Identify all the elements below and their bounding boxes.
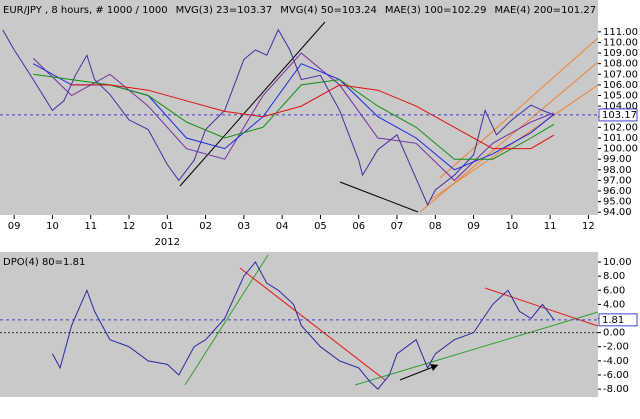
x-tick-label: 06 [352, 221, 365, 232]
last-value-box [598, 313, 638, 327]
y-tick-label: 97.00 [603, 175, 632, 186]
trend-line [179, 21, 326, 187]
series-line [33, 73, 555, 160]
arrow-head [430, 364, 438, 371]
series-line [2, 28, 555, 206]
legend-entry: MAE(3) 100=102.29 [385, 5, 487, 16]
y-tick-label: 10.00 [603, 257, 632, 268]
channel-line [439, 37, 599, 179]
y-tick-label: 105.00 [603, 91, 638, 102]
series-line [51, 261, 555, 390]
legend-entry: MVG(3) 23=103.37 [176, 5, 273, 16]
y-tick-label: 99.00 [603, 154, 632, 165]
x-tick-label: 10 [46, 221, 59, 232]
chart-title: EUR/JPY , 8 hours, # 1000 / 1000 [3, 5, 168, 16]
trend-line [239, 267, 386, 381]
y-tick-label: 94.00 [603, 207, 632, 218]
y-tick-label: 108.00 [603, 59, 638, 70]
legend-entry: MAE(4) 200=101.27 [494, 5, 596, 16]
y-tick-label: 102.00 [603, 122, 638, 133]
y-tick-label: 95.00 [603, 197, 632, 208]
y-tick-label: 106.00 [603, 80, 638, 91]
trend-line [339, 181, 419, 213]
x-tick-label: 01 [161, 221, 174, 232]
y-tick-label: 111.00 [603, 27, 638, 38]
y-tick-label: -4.00 [603, 356, 629, 367]
x-tick-label: 12 [582, 221, 595, 232]
y-tick-label: -2.00 [603, 342, 629, 353]
indicator-panel [0, 252, 598, 397]
x-tick-label: 10 [505, 221, 518, 232]
x-tick-label: 05 [314, 221, 327, 232]
y-tick-label: 8.00 [603, 271, 625, 282]
trend-line [354, 311, 599, 386]
trend-line [184, 254, 269, 386]
y-tick-label: 100.00 [603, 144, 638, 155]
last-value-label: 1.81 [602, 315, 624, 326]
x-tick-label: 04 [276, 221, 289, 232]
x-tick-label: 07 [391, 221, 404, 232]
y-tick-label: 0.00 [603, 328, 625, 339]
y-tick-label: 110.00 [603, 37, 638, 48]
y-tick-label: 109.00 [603, 48, 638, 59]
x-tick-label: 12 [123, 221, 136, 232]
legend-entry: MVG(4) 50=103.24 [280, 5, 377, 16]
series-line [32, 52, 555, 182]
last-value-box [598, 108, 638, 122]
x-tick-label: 03 [238, 221, 251, 232]
x-tick-label: 02 [199, 221, 212, 232]
last-value-label: 103.17 [602, 110, 637, 121]
y-tick-label: -8.00 [603, 384, 629, 395]
x-tick-label: 09 [467, 221, 480, 232]
y-tick-label: 96.00 [603, 186, 632, 197]
x-tick-label: 08 [429, 221, 442, 232]
y-tick-label: 4.00 [603, 299, 625, 310]
series-line [71, 84, 555, 150]
y-tick-label: 6.00 [603, 285, 625, 296]
annotation: 2012 [155, 237, 180, 248]
x-tick-label: 11 [84, 221, 97, 232]
legend-entry: DPO(4) 80=1.81 [3, 257, 85, 268]
x-tick-label: 09 [8, 221, 21, 232]
y-tick-label: -6.00 [603, 370, 629, 381]
y-tick-label: 101.00 [603, 133, 638, 144]
y-tick-label: 104.00 [603, 101, 638, 112]
trend-lines [179, 21, 599, 386]
y-tick-label: 98.00 [603, 165, 632, 176]
y-tick-label: 107.00 [603, 69, 638, 80]
price-panel [0, 0, 598, 215]
x-tick-label: 11 [544, 221, 557, 232]
